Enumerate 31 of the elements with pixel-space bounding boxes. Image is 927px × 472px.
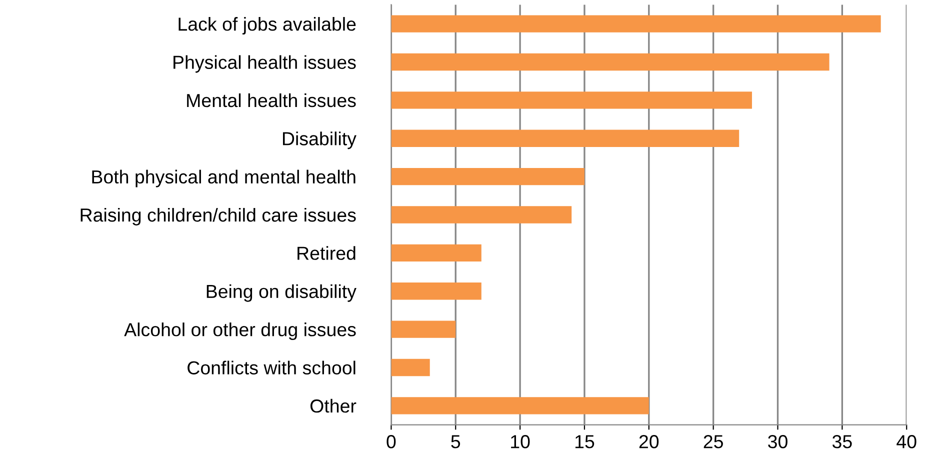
y-tick-label: Alcohol or other drug issues bbox=[124, 322, 356, 340]
y-tick-label: Mental health issues bbox=[187, 93, 356, 108]
x-tick-label: 0 bbox=[386, 435, 396, 448]
y-tick-label: Raising children/child care issues bbox=[80, 208, 356, 226]
x-tick-label: 40 bbox=[896, 435, 916, 448]
x-tick-label: 35 bbox=[832, 435, 852, 448]
y-tick-label: Physical health issues bbox=[174, 55, 356, 73]
bar bbox=[391, 244, 482, 262]
x-tick-label: 15 bbox=[575, 435, 594, 448]
x-tick-label: 10 bbox=[511, 435, 530, 448]
bar bbox=[391, 320, 456, 338]
bar bbox=[391, 53, 830, 71]
x-tick-label: 5 bbox=[451, 435, 460, 448]
bar bbox=[391, 206, 572, 224]
y-tick-label: Conflicts with school bbox=[188, 360, 356, 374]
bar bbox=[391, 15, 881, 32]
y-tick-label: Other bbox=[310, 398, 356, 413]
bar bbox=[391, 92, 752, 109]
bar bbox=[391, 397, 649, 414]
x-tick-label: 25 bbox=[704, 435, 723, 448]
y-tick-label: Disability bbox=[282, 132, 356, 150]
y-tick-label: Lack of jobs available bbox=[178, 17, 356, 34]
bar bbox=[391, 168, 584, 186]
x-tick-label: 30 bbox=[768, 435, 788, 448]
y-tick-label: Being on disability bbox=[206, 284, 356, 302]
y-tick-label: Both physical and mental health bbox=[92, 170, 356, 188]
y-tick-label: Retired bbox=[298, 246, 356, 260]
x-tick-label: 20 bbox=[639, 435, 659, 448]
bar bbox=[391, 358, 430, 376]
bar bbox=[391, 130, 740, 147]
bar bbox=[391, 282, 482, 300]
